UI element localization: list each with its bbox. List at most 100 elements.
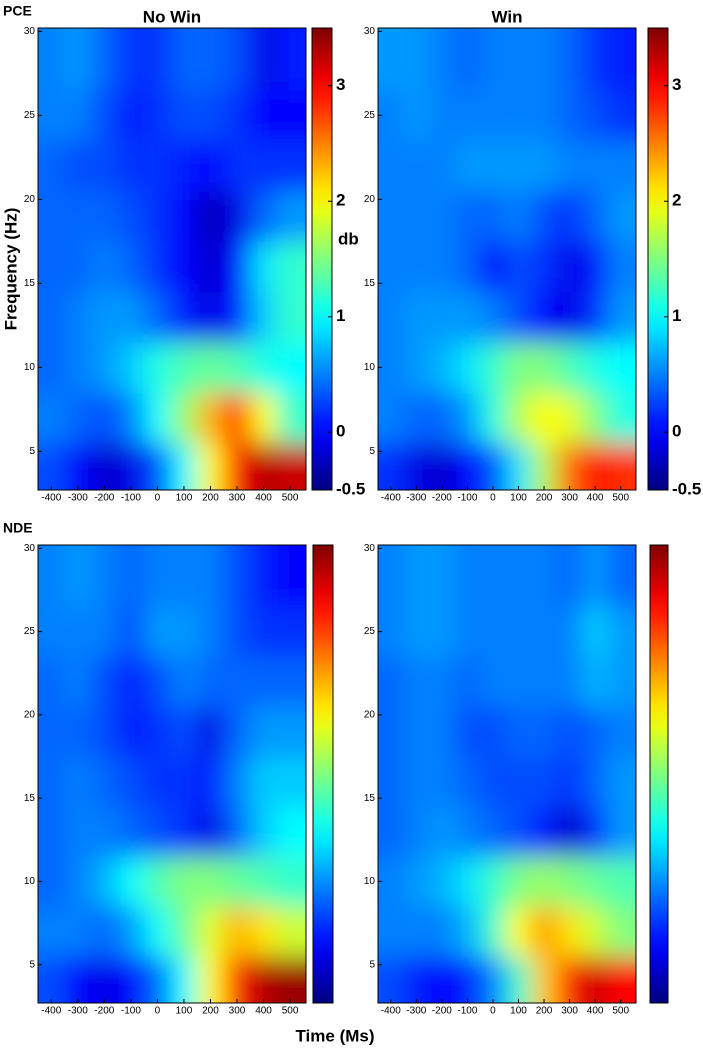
heatmap-cell xyxy=(582,606,609,658)
plot-frame xyxy=(37,544,307,1004)
heatmap-cell xyxy=(556,956,583,1003)
heatmap-cell xyxy=(454,806,481,857)
heatmap-cell xyxy=(276,190,306,242)
heatmap-cell xyxy=(197,606,225,658)
heatmap-cell xyxy=(38,241,66,293)
heatmap-cell xyxy=(556,545,583,608)
heatmap-cell xyxy=(197,442,225,490)
heatmap-cell xyxy=(582,342,609,394)
heatmap-cell xyxy=(505,756,532,807)
heatmap-cell xyxy=(250,28,278,91)
x-tick-label: 100 xyxy=(176,493,193,504)
heatmap-cell xyxy=(170,806,198,857)
x-tick-label: -200 xyxy=(94,493,114,504)
x-tick-label: 200 xyxy=(536,493,553,504)
heatmap-cell xyxy=(64,706,92,758)
heatmap-cell xyxy=(38,656,66,708)
heatmap-cell xyxy=(223,442,251,490)
heatmap-cell xyxy=(117,241,145,293)
heatmap-cell xyxy=(223,606,251,658)
heatmap-cell xyxy=(378,856,405,907)
heatmap xyxy=(38,28,306,490)
x-tick-label: 0 xyxy=(490,493,496,504)
heatmap-cell xyxy=(429,706,456,758)
heatmap-cells xyxy=(38,545,306,1003)
heatmap-cell xyxy=(170,28,198,91)
heatmap-cells xyxy=(378,545,636,1003)
heatmap-cell xyxy=(531,806,558,857)
heatmap-cell xyxy=(276,545,306,608)
heatmap-cell xyxy=(64,756,92,807)
heatmap-cell xyxy=(403,442,430,490)
heatmap-cell xyxy=(403,706,430,758)
heatmap-cell xyxy=(378,606,405,658)
heatmap-cell xyxy=(170,442,198,490)
heatmap-cell xyxy=(531,291,558,343)
heatmap-cell xyxy=(170,756,198,807)
heatmap-cell xyxy=(403,241,430,293)
colorbar-label: db xyxy=(338,229,359,248)
heatmap-cell xyxy=(556,806,583,857)
heatmap-cell xyxy=(170,190,198,242)
heatmap-cell xyxy=(429,856,456,907)
heatmap-cell xyxy=(64,241,92,293)
y-tick-label: 20 xyxy=(364,710,376,721)
heatmap-cell xyxy=(582,956,609,1003)
heatmap-cell xyxy=(556,190,583,242)
heatmap-cell xyxy=(480,140,507,192)
heatmap-cell xyxy=(250,656,278,708)
heatmap-cell xyxy=(378,28,405,91)
heatmap-cell xyxy=(378,392,405,444)
heatmap-cell xyxy=(250,392,278,444)
heatmap-cell xyxy=(582,906,609,957)
heatmap-cell xyxy=(505,342,532,394)
heatmap-cell xyxy=(91,241,119,293)
heatmap-cell xyxy=(454,756,481,807)
heatmap-cell xyxy=(64,392,92,444)
heatmap-cell xyxy=(480,706,507,758)
x-tick-label: 200 xyxy=(202,493,219,504)
heatmap-cell xyxy=(505,291,532,343)
x-tick-label: 500 xyxy=(282,1006,299,1017)
heatmap-cell xyxy=(454,190,481,242)
heatmap-cell xyxy=(429,90,456,142)
plot-frame xyxy=(377,544,637,1004)
heatmap-cell xyxy=(403,28,430,91)
heatmap-cell xyxy=(582,392,609,444)
heatmap-cell xyxy=(454,140,481,192)
heatmap-cell xyxy=(556,140,583,192)
heatmap-cell xyxy=(38,706,66,758)
heatmap-cell xyxy=(556,856,583,907)
heatmap-cell xyxy=(223,291,251,343)
heatmap-cell xyxy=(64,90,92,142)
heatmap-cell xyxy=(38,28,66,91)
heatmap-cell xyxy=(480,392,507,444)
heatmap-cell xyxy=(144,28,172,91)
heatmap-cell xyxy=(91,806,119,857)
heatmap-cell xyxy=(64,28,92,91)
heatmap-cell xyxy=(170,956,198,1003)
heatmap-cell xyxy=(556,706,583,758)
heatmap-cell xyxy=(556,656,583,708)
heatmap-cell xyxy=(250,906,278,957)
heatmap-cell xyxy=(91,90,119,142)
heatmap-cell xyxy=(170,656,198,708)
heatmap-cell xyxy=(429,545,456,608)
x-tick-label: 400 xyxy=(255,1006,272,1017)
heatmap-cell xyxy=(582,756,609,807)
y-tick-label: 25 xyxy=(24,110,36,121)
y-tick-label: 10 xyxy=(24,362,36,373)
heatmap-cell xyxy=(91,28,119,91)
heatmap-cell xyxy=(582,442,609,490)
heatmap-cell xyxy=(144,392,172,444)
heatmap-cell xyxy=(38,140,66,192)
heatmap-cell xyxy=(91,856,119,907)
heatmap-cell xyxy=(556,241,583,293)
heatmap-cell xyxy=(454,392,481,444)
panel-title: Win xyxy=(491,7,522,26)
heatmap-cell xyxy=(170,342,198,394)
y-tick-label: 30 xyxy=(364,543,376,554)
heatmap-cell xyxy=(276,756,306,807)
heatmap-cell xyxy=(607,756,636,807)
